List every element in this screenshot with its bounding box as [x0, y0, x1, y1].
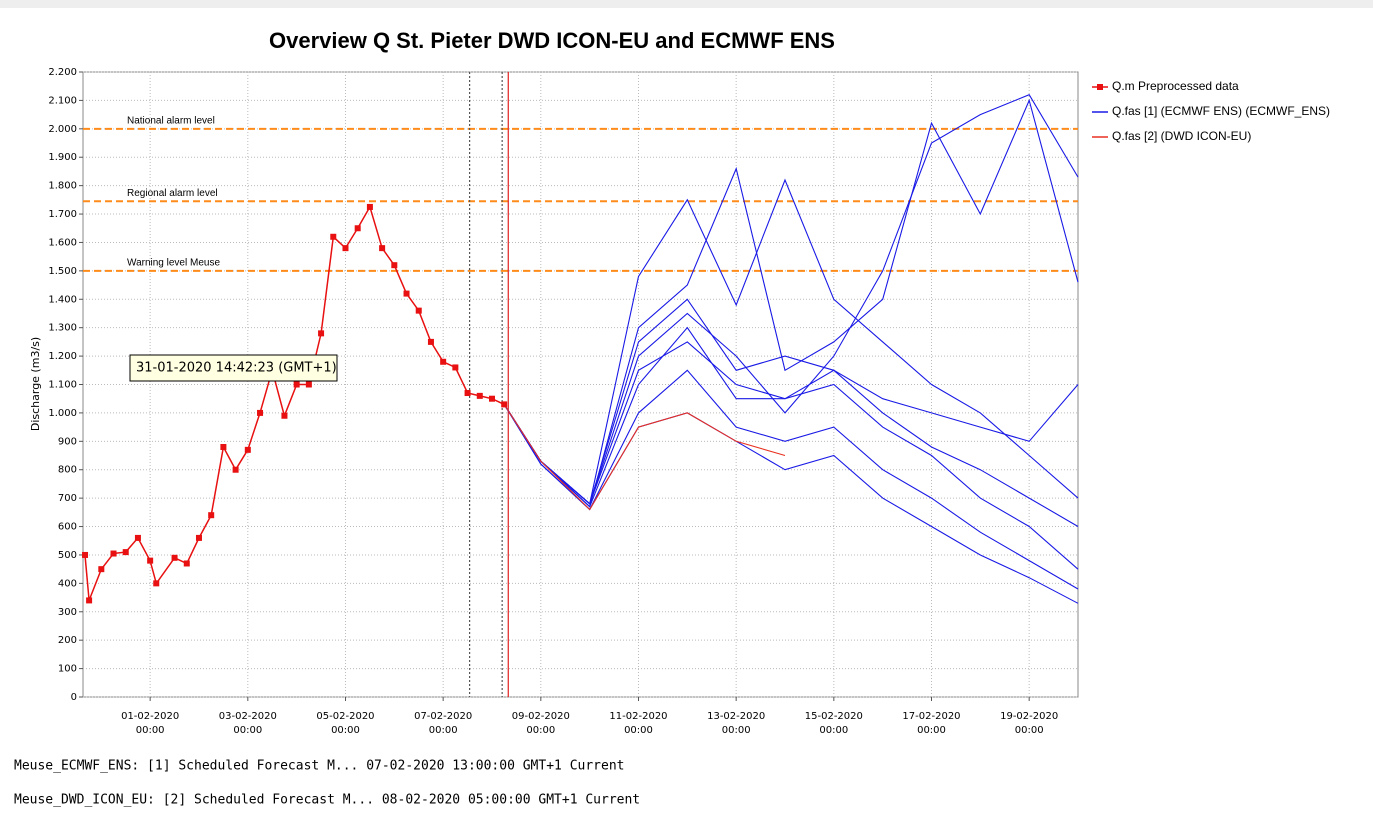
observed-marker [220, 444, 227, 450]
observed-marker [415, 307, 422, 314]
x-tick-label: 03-02-2020 00:00 [219, 711, 277, 736]
observed-marker [427, 338, 434, 345]
x-tick-label: 09-02-2020 00:00 [512, 711, 570, 736]
forecast-line [503, 404, 786, 511]
x-tick-label: 19-02-2020 00:00 [1000, 711, 1058, 736]
observed-marker [147, 557, 154, 564]
y-tick-label: 600 [58, 522, 77, 533]
threshold-label: National alarm level [127, 115, 215, 126]
tooltip-box [129, 354, 338, 382]
legend-marker [1097, 84, 1103, 90]
x-tick-label: 15-02-2020 00:00 [805, 711, 863, 736]
y-tick-label: 900 [58, 436, 77, 447]
y-tick-label: 800 [58, 465, 77, 476]
y-tick-label: 1.300 [48, 323, 77, 334]
y-tick-label: 1.100 [48, 380, 77, 391]
observed-marker [354, 225, 361, 232]
observed-marker [293, 381, 300, 388]
observed-marker [110, 550, 117, 557]
observed-marker [86, 597, 93, 604]
threshold-label: Warning level Meuse [127, 258, 220, 269]
tooltip-text: 31-01-2020 14:42:23 (GMT+1) [136, 361, 337, 376]
footer-line: Meuse_DWD_ICON_EU: [2] Scheduled Forecas… [14, 793, 640, 808]
y-tick-label: 1.400 [48, 294, 77, 305]
y-tick-label: 700 [58, 493, 77, 504]
legend-label: Q.fas [1] (ECMWF ENS) (ECMWF_ENS) [1112, 104, 1330, 118]
top-bar [0, 0, 1373, 8]
y-tick-label: 2.000 [48, 124, 77, 135]
x-tick-label: 13-02-2020 00:00 [707, 711, 765, 736]
y-tick-label: 200 [58, 635, 77, 646]
y-tick-label: 1.500 [48, 266, 77, 277]
observed-marker [403, 290, 410, 297]
y-tick-label: 1.800 [48, 181, 77, 192]
x-tick-label: 07-02-2020 00:00 [414, 711, 472, 736]
observed-marker [488, 395, 495, 402]
observed-marker [195, 534, 202, 541]
observed-marker [82, 551, 89, 558]
x-tick-label: 05-02-2020 00:00 [316, 711, 374, 736]
observed-marker [464, 390, 471, 397]
observed-marker [208, 512, 215, 519]
observed-marker [257, 409, 264, 416]
observed-marker [318, 330, 325, 337]
plot-area [82, 71, 1079, 698]
y-tick-label: 1.700 [48, 209, 77, 220]
y-tick-label: 2.100 [48, 95, 77, 106]
y-tick-label: 400 [58, 578, 77, 589]
observed-marker [330, 233, 337, 240]
y-tick-label: 1.200 [48, 351, 77, 362]
observed-marker [366, 203, 373, 210]
observed-marker [122, 549, 129, 556]
y-tick-label: 500 [58, 550, 77, 561]
y-tick-label: 1.000 [48, 408, 77, 419]
threshold-label: Regional alarm level [127, 188, 218, 199]
footer-line: Meuse_ECMWF_ENS: [1] Scheduled Forecast … [14, 759, 624, 774]
x-tick-label: 01-02-2020 00:00 [121, 711, 179, 736]
observed-marker [379, 245, 386, 252]
observed-marker [440, 358, 447, 365]
y-axis-label: Discharge (m3/s) [29, 337, 42, 431]
observed-marker [134, 534, 141, 541]
chart-title: Overview Q St. Pieter DWD ICON-EU and EC… [269, 28, 835, 53]
y-tick-label: 1.600 [48, 237, 77, 248]
observed-marker [153, 580, 160, 587]
observed-marker [244, 446, 251, 453]
y-tick-label: 300 [58, 607, 77, 618]
legend-label: Q.fas [2] (DWD ICON-EU) [1112, 129, 1251, 143]
observed-marker [183, 560, 190, 567]
observed-marker [342, 245, 349, 252]
y-tick-label: 2.200 [48, 67, 77, 78]
x-tick-label: 17-02-2020 00:00 [902, 711, 960, 736]
y-tick-label: 1.900 [48, 152, 77, 163]
legend-label: Q.m Preprocessed data [1112, 79, 1239, 93]
observed-marker [305, 381, 312, 388]
observed-line [84, 205, 505, 601]
observed-marker [98, 566, 105, 573]
y-tick-label: 100 [58, 664, 77, 675]
observed-marker [281, 412, 288, 419]
observed-marker [171, 554, 178, 561]
observed-marker [501, 401, 508, 408]
observed-marker [391, 262, 398, 269]
y-tick-label: 0 [71, 692, 77, 703]
ensemble-line [503, 341, 1079, 527]
x-tick-label: 11-02-2020 00:00 [609, 711, 667, 736]
observed-marker [232, 466, 239, 473]
observed-marker [452, 364, 459, 371]
observed-marker [476, 392, 483, 399]
